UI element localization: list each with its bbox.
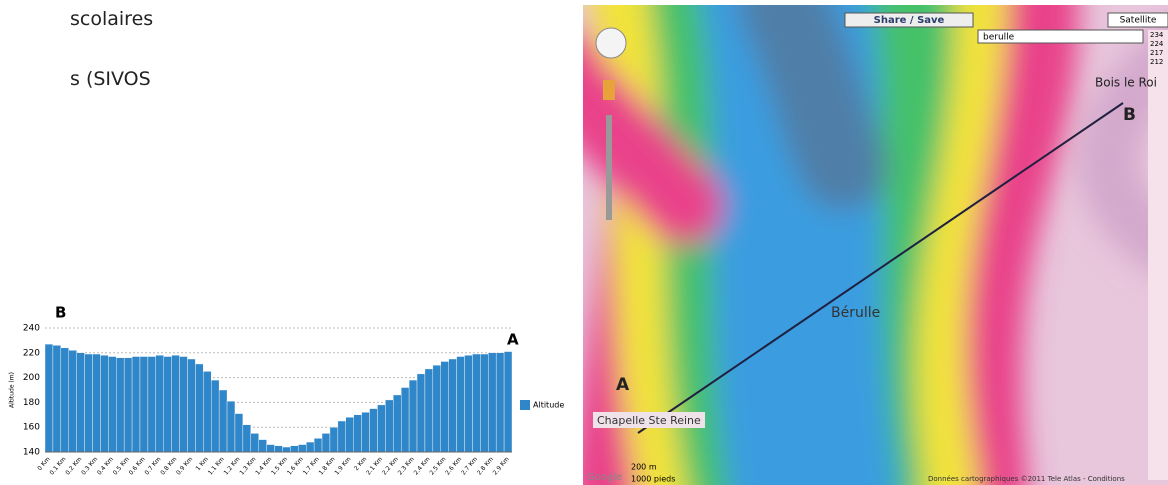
bar — [124, 358, 132, 452]
bar — [164, 357, 172, 452]
doc-line: s (SIVOS — [70, 68, 151, 90]
bar — [488, 353, 496, 452]
bar — [401, 388, 409, 452]
bar — [219, 390, 227, 452]
bar — [211, 380, 219, 452]
bar — [457, 357, 465, 452]
bar — [314, 438, 322, 452]
bar — [298, 445, 306, 452]
doc-line: scolaires — [70, 8, 153, 30]
x-tick-label: 2.9 Km — [492, 456, 511, 477]
satellite-label: Satellite — [1120, 16, 1157, 26]
page: scolaires s (SIVOS 140 160 180 200 220 240 Alt… — [0, 0, 1168, 485]
bar — [203, 371, 211, 452]
bar — [322, 433, 330, 452]
bar — [148, 357, 156, 452]
bar — [504, 352, 512, 452]
bar — [132, 357, 140, 452]
bar — [156, 355, 164, 452]
bar — [108, 357, 116, 452]
y-tick-label: 180 — [23, 398, 40, 408]
bar — [180, 357, 188, 452]
y-tick-label: 240 — [23, 324, 40, 334]
bar — [393, 395, 401, 452]
bar — [69, 350, 77, 452]
bar — [116, 358, 124, 452]
bar — [480, 354, 488, 452]
scale-label: 1000 pieds — [631, 475, 675, 484]
bar — [385, 400, 393, 452]
bar — [338, 421, 346, 452]
bar — [243, 425, 251, 452]
y-tick-label: 140 — [23, 448, 40, 458]
bar — [53, 345, 61, 452]
bar — [251, 433, 259, 452]
y-tick-label: 200 — [23, 373, 40, 383]
search-text: berulle — [983, 33, 1015, 43]
bar — [235, 414, 243, 452]
legend-label: 217 — [1150, 49, 1163, 57]
bar — [433, 365, 441, 452]
bar — [275, 446, 283, 452]
bar — [195, 364, 203, 452]
y-tick-label: 220 — [23, 348, 40, 358]
bar — [354, 415, 362, 452]
pan-control[interactable] — [596, 28, 626, 58]
annotation: A — [507, 331, 519, 349]
legend-strip — [1148, 30, 1168, 480]
bar — [370, 409, 378, 452]
place-label: Chapelle Ste Reine — [597, 414, 701, 427]
bar — [61, 348, 69, 452]
bar — [377, 405, 385, 452]
bar — [45, 344, 53, 452]
bar — [187, 359, 195, 452]
bar — [346, 417, 354, 452]
map: Share / Save Satellite berulle Bois le R… — [583, 5, 1168, 485]
bar — [425, 369, 433, 452]
bar — [100, 355, 108, 452]
x-tick-label: 1.9 Km — [333, 456, 352, 477]
bar — [290, 446, 298, 452]
bar — [267, 445, 275, 452]
bar — [409, 380, 417, 452]
y-tick-label: 160 — [23, 423, 40, 433]
bar — [172, 355, 180, 452]
place-label: Bérulle — [831, 305, 880, 321]
legend-label: 234 — [1150, 31, 1164, 39]
bar — [362, 412, 370, 452]
point-label: B — [1123, 105, 1136, 125]
legend-swatch — [520, 400, 530, 410]
bar — [472, 354, 480, 452]
legend-label: 224 — [1150, 40, 1164, 48]
bar — [282, 447, 290, 452]
place-label: Bois le Roi — [1095, 76, 1157, 90]
annotation: B — [55, 304, 66, 322]
bar — [306, 442, 314, 452]
x-tick-label: 0.9 Km — [175, 456, 194, 477]
bar — [417, 374, 425, 452]
legend-label: 212 — [1150, 58, 1163, 66]
credits: Données cartographiques ©2011 Tele Atlas… — [928, 475, 1125, 483]
y-axis-title: Altitude (m) — [9, 372, 16, 408]
legend-label: Altitude — [533, 401, 564, 410]
bar — [140, 357, 148, 452]
logo: Google — [587, 472, 622, 483]
bar — [259, 440, 267, 452]
bar — [330, 427, 338, 452]
point-label: A — [616, 375, 630, 395]
bar — [465, 355, 473, 452]
bar — [85, 354, 93, 452]
pegman[interactable] — [603, 80, 615, 100]
bar — [77, 353, 85, 452]
bar — [227, 401, 235, 452]
scale-label: 200 m — [631, 463, 657, 472]
bar — [449, 359, 457, 452]
share-label: Share / Save — [874, 15, 945, 26]
bar — [92, 354, 100, 452]
bar — [441, 361, 449, 452]
bar — [496, 353, 504, 452]
